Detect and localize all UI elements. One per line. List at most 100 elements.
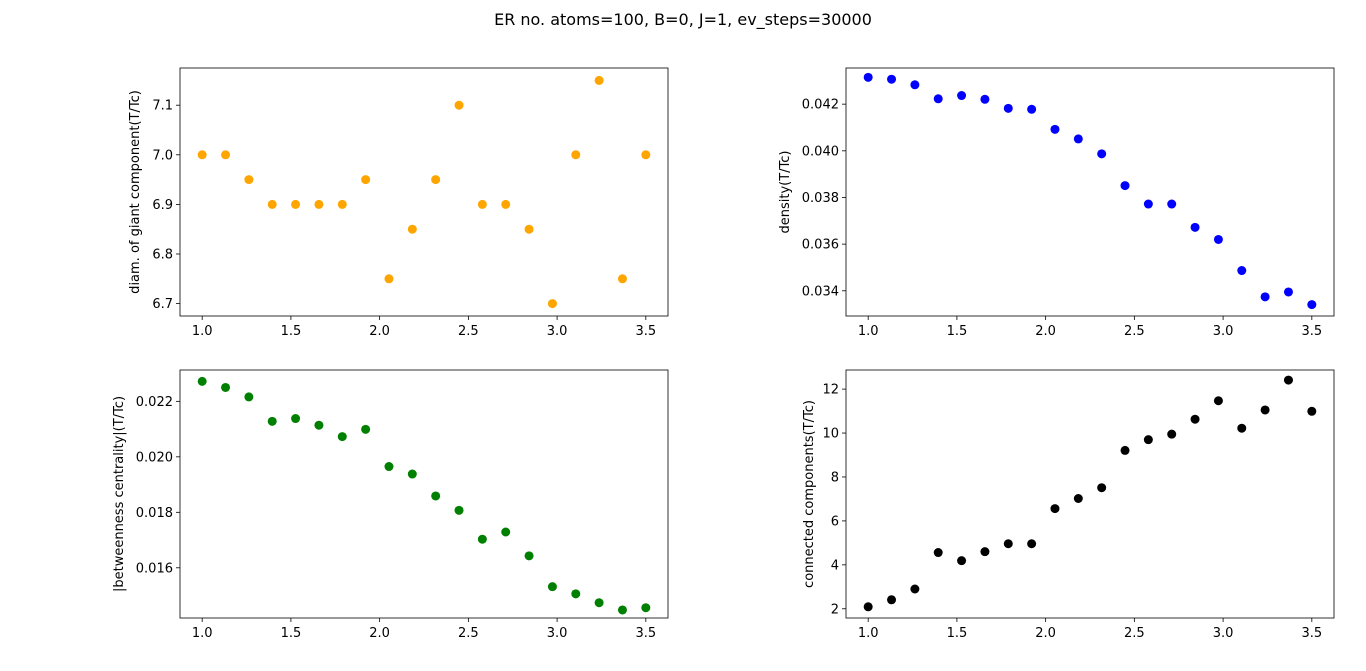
chart-top-right-point [1283, 287, 1293, 297]
chart-bottom-right-xtick-label: 1.0 [858, 626, 879, 641]
chart-top-left-point [384, 274, 394, 284]
chart-bottom-left-point [454, 505, 464, 515]
chart-bottom-right: 1.0 1.5 2.0 2.5 3.0 3.5 2 4 6 8 10 12 connected comp… [802, 369, 1335, 641]
chart-top-left-point [477, 199, 487, 209]
chart-bottom-right-point [933, 548, 943, 558]
chart-top-right-ytick-label: 0.042 [802, 98, 839, 113]
chart-top-right-ylabel: density(T/Tc) [778, 150, 793, 233]
chart-bottom-right-ytick-label: 2 [831, 602, 839, 617]
chart-top-left-point [244, 175, 254, 185]
chart-bottom-left-xtick-label: 2.0 [369, 626, 390, 641]
chart-bottom-right-point [1143, 435, 1153, 445]
chart-top-left-xtick-label: 2.0 [369, 324, 390, 339]
chart-bottom-right-point [1097, 483, 1107, 493]
chart-bottom-right-point [1283, 375, 1293, 385]
chart-bottom-right-point [910, 584, 920, 594]
chart-top-left-xtick-label: 2.5 [458, 324, 479, 339]
chart-top-left-point [594, 75, 604, 85]
chart-top-right-point [1143, 199, 1153, 209]
chart-bottom-left-xtick-label: 1.5 [281, 626, 302, 641]
chart-top-right-point [1237, 266, 1247, 276]
chart-top-left-point [454, 100, 464, 110]
chart-bottom-right-point [1003, 539, 1013, 549]
chart-bottom-right-point [1307, 406, 1317, 416]
chart-bottom-left-point [337, 432, 347, 442]
chart-bottom-right-ytick-label: 10 [822, 427, 839, 442]
chart-top-right-ytick-label: 0.040 [802, 144, 839, 159]
chart-top-left-point [431, 175, 441, 185]
chart-bottom-left-xtick-label: 1.0 [192, 626, 213, 641]
chart-top-right-ytick-label: 0.034 [802, 284, 839, 299]
chart-top-right: 1.0 1.5 2.0 2.5 3.0 3.5 0.034 0.036 0.038 0.040 0.… [778, 67, 1335, 339]
chart-top-left-point [524, 224, 534, 234]
chart-bottom-left-ytick-label: 0.016 [136, 561, 173, 576]
chart-top-left-point [571, 150, 581, 160]
chart-top-left-ytick-label: 6.8 [152, 248, 173, 263]
chart-top-right-xtick-label: 2.5 [1124, 324, 1145, 339]
chart-bottom-right-point [1213, 396, 1223, 406]
chart-bottom-left-ytick-label: 0.020 [136, 450, 173, 465]
chart-top-right-point [910, 80, 920, 90]
chart-top-left-axes-frame [179, 67, 669, 317]
chart-bottom-left-point [197, 376, 207, 386]
chart-bottom-right-ytick-label: 4 [831, 558, 839, 573]
figure-title: ER no. atoms=100, B=0, J=1, ev_steps=300… [494, 10, 872, 29]
chart-bottom-left-ylabel: |betweenness centrality|(T/Tc) [112, 396, 127, 592]
chart-top-left-point [501, 199, 511, 209]
chart-bottom-right-ytick-label: 6 [831, 514, 839, 529]
chart-bottom-right-point [1260, 405, 1270, 415]
chart-top-right-xtick-label: 1.0 [858, 324, 879, 339]
chart-bottom-left-point [477, 534, 487, 544]
chart-bottom-left-ytick-label: 0.018 [136, 506, 173, 521]
chart-bottom-right-point [1073, 494, 1083, 504]
chart-bottom-left-xtick-label: 2.5 [458, 626, 479, 641]
chart-top-right-point [1213, 234, 1223, 244]
chart-top-left-point [197, 150, 207, 160]
chart-bottom-right-xtick-label: 3.5 [1301, 626, 1322, 641]
chart-bottom-right-point [1050, 504, 1060, 514]
chart-bottom-right-point [980, 547, 990, 557]
chart-top-right-xtick-label: 3.5 [1301, 324, 1322, 339]
chart-top-right-point [863, 72, 873, 82]
chart-bottom-left-point [407, 469, 417, 479]
chart-bottom-left-point [594, 598, 604, 608]
chart-bottom-left-point [571, 589, 581, 599]
chart-bottom-right-ytick-label: 8 [831, 470, 839, 485]
chart-top-right-axes-frame [845, 67, 1335, 317]
chart-bottom-right-point [1027, 539, 1037, 549]
chart-top-right-point [1307, 300, 1317, 310]
chart-bottom-left-point [361, 424, 371, 434]
chart-top-left-point [337, 199, 347, 209]
chart-bottom-right-xtick-label: 3.0 [1213, 626, 1234, 641]
chart-bottom-left-point [524, 551, 534, 561]
chart-bottom-left-xtick-label: 3.5 [635, 626, 656, 641]
chart-top-right-point [980, 94, 990, 104]
chart-bottom-right-point [1237, 423, 1247, 433]
chart-top-right-point [1190, 222, 1200, 232]
chart-top-right-point [1120, 181, 1130, 191]
chart-top-left-ytick-label: 7.1 [152, 99, 173, 114]
chart-top-left-point [617, 274, 627, 284]
chart-top-right-point [1260, 292, 1270, 302]
chart-bottom-left-point [501, 527, 511, 537]
chart-top-right-point [1027, 104, 1037, 114]
chart-bottom-left: 1.0 1.5 2.0 2.5 3.0 3.5 0.016 0.018 0.020 0.022 |b… [112, 369, 669, 641]
chart-top-left-ytick-label: 6.7 [152, 297, 173, 312]
chart-bottom-right-point [1120, 445, 1130, 455]
chart-bottom-right-xtick-label: 1.5 [947, 626, 968, 641]
chart-top-right-xtick-label: 3.0 [1213, 324, 1234, 339]
chart-top-left-xtick-label: 3.5 [635, 324, 656, 339]
chart-top-left-xtick-label: 3.0 [547, 324, 568, 339]
chart-top-right-point [1167, 199, 1177, 209]
chart-bottom-right-point [1167, 429, 1177, 439]
chart-bottom-right-ytick-label: 12 [822, 383, 839, 398]
chart-top-left-xtick-label: 1.5 [281, 324, 302, 339]
chart-top-right-point [887, 74, 897, 84]
chart-bottom-right-xtick-label: 2.0 [1035, 626, 1056, 641]
chart-bottom-right-point [863, 602, 873, 612]
chart-bottom-left-point [221, 382, 231, 392]
chart-bottom-right-point [1190, 414, 1200, 424]
chart-bottom-left-point [431, 491, 441, 501]
chart-top-left-ytick-label: 6.9 [152, 198, 173, 213]
chart-bottom-left-xtick-label: 3.0 [547, 626, 568, 641]
